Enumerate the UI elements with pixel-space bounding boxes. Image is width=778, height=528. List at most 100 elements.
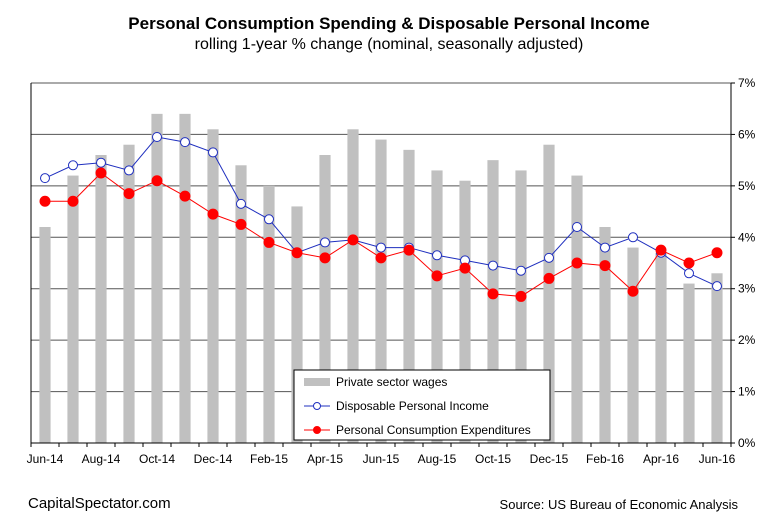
bar [683,283,695,443]
point-personal-consumption-expenditures [235,218,247,230]
y-tick-label: 4% [738,230,756,244]
point-personal-consumption-expenditures [627,285,639,297]
bar [571,175,583,444]
point-personal-consumption-expenditures [543,272,555,284]
point-disposable-personal-income [432,250,442,261]
x-tick-label: Jun-14 [27,452,64,466]
point-disposable-personal-income [516,265,526,276]
point-personal-consumption-expenditures [207,208,219,220]
footer-source: Source: US Bureau of Economic Analysis [499,497,738,512]
footer-site-name: CapitalSpectator.com [28,495,171,512]
bar [95,155,107,443]
bar [347,129,359,444]
bar [235,165,247,444]
bar [151,113,163,443]
point-personal-consumption-expenditures [375,252,387,264]
point-personal-consumption-expenditures [655,244,667,256]
axes: 0% 1% 2% 3% 4% 5% 6% 7% Jun-14 Aug-14 Oct-14 Dec-14… [27,76,756,466]
bar [375,139,387,444]
bar [319,155,331,443]
bar [403,149,415,443]
point-personal-consumption-expenditures [319,252,331,264]
point-personal-consumption-expenditures [571,257,583,269]
bar [431,170,443,443]
bar [39,227,51,443]
point-disposable-personal-income [712,281,722,292]
point-personal-consumption-expenditures [179,190,191,202]
point-personal-consumption-expenditures [39,195,51,207]
x-tick-label: Jun-16 [699,452,736,466]
y-tick-label: 6% [738,127,756,141]
point-disposable-personal-income [572,222,582,232]
legend-swatch-marker [313,426,321,434]
y-tick-label: 2% [738,333,756,347]
x-tick-label: Oct-15 [475,452,511,466]
point-disposable-personal-income [264,214,274,225]
bar [487,160,499,443]
bar [655,252,667,443]
y-tick-label: 7% [738,76,756,90]
chart-title: Personal Consumption Spending & Disposab… [128,14,650,33]
legend: Private sector wages Disposable Personal … [293,369,551,441]
x-tick-label: Feb-15 [250,452,288,466]
point-personal-consumption-expenditures [711,247,723,259]
y-tick-label: 5% [738,179,756,193]
x-tick-label: Feb-16 [586,452,624,466]
point-disposable-personal-income [152,132,162,142]
point-disposable-personal-income [628,232,638,243]
point-disposable-personal-income [96,157,106,168]
point-personal-consumption-expenditures [291,247,303,259]
point-disposable-personal-income [376,242,386,253]
point-disposable-personal-income [600,242,610,253]
legend-swatch-bar [304,378,330,386]
point-disposable-personal-income [68,160,78,171]
bar [207,129,219,444]
point-personal-consumption-expenditures [487,288,499,300]
point-personal-consumption-expenditures [459,262,471,274]
point-disposable-personal-income [124,165,134,176]
point-disposable-personal-income [236,198,246,209]
point-personal-consumption-expenditures [67,195,79,207]
point-personal-consumption-expenditures [431,270,443,282]
x-tick-label: Apr-16 [643,452,679,466]
legend-swatch-marker [313,402,321,410]
bar [711,273,723,443]
point-personal-consumption-expenditures [123,188,135,200]
legend-label: Private sector wages [336,375,447,389]
point-personal-consumption-expenditures [403,244,415,256]
point-personal-consumption-expenditures [151,175,163,187]
x-tick-label: Dec-14 [194,452,233,466]
legend-box [293,369,551,441]
point-disposable-personal-income [208,147,218,158]
bar-series-private-sector-wages [39,113,723,444]
point-disposable-personal-income [684,268,694,279]
bar [459,180,471,443]
x-tick-label: Oct-14 [139,452,175,466]
chart-subtitle: rolling 1-year % change (nominal, season… [194,36,584,53]
x-tick-label: Aug-14 [82,452,121,466]
point-personal-consumption-expenditures [347,234,359,246]
bar [263,185,275,443]
bar [179,113,191,443]
point-personal-consumption-expenditures [683,257,695,269]
bar [515,170,527,443]
x-tick-label: Apr-15 [307,452,343,466]
y-tick-label: 0% [738,436,756,450]
point-disposable-personal-income [40,173,50,184]
bar [627,247,639,443]
point-disposable-personal-income [544,252,554,263]
point-personal-consumption-expenditures [599,260,611,272]
bar [123,144,135,443]
bar [291,206,303,443]
legend-label: Disposable Personal Income [336,399,489,413]
line-series [39,132,723,302]
x-tick-label: Aug-15 [418,452,457,466]
point-disposable-personal-income [320,237,330,248]
point-disposable-personal-income [488,260,498,271]
bar [543,144,555,443]
x-tick-label: Jun-15 [363,452,400,466]
bar [599,227,611,443]
y-tick-label: 3% [738,282,756,296]
point-personal-consumption-expenditures [95,167,107,179]
